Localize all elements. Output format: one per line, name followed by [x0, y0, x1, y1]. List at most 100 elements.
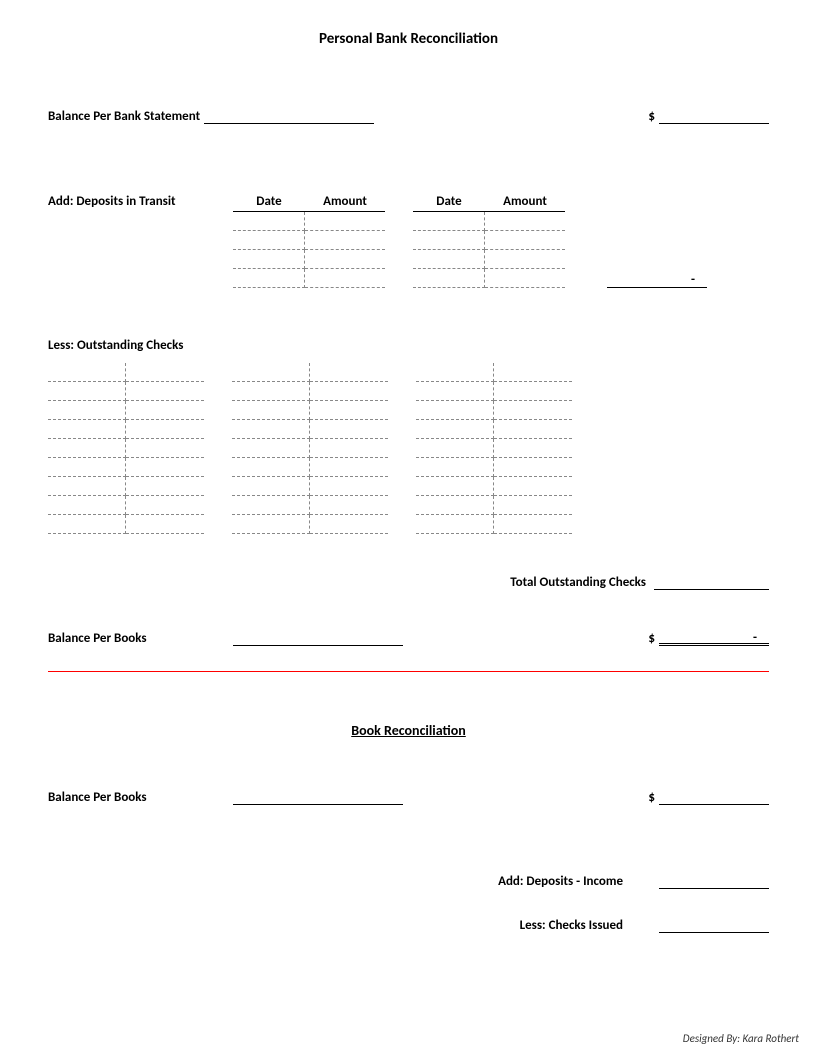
- deposits-col-amount-2: Amount: [485, 194, 565, 212]
- checks-cell[interactable]: [416, 439, 494, 458]
- checks-row: [232, 439, 388, 458]
- deposits-row: [233, 269, 385, 288]
- checks-cell[interactable]: [126, 363, 204, 382]
- checks-cell[interactable]: [232, 439, 310, 458]
- checks-cell[interactable]: [126, 382, 204, 401]
- checks-cell[interactable]: [494, 363, 572, 382]
- checks-cell[interactable]: [310, 439, 388, 458]
- less-checks-issued-field[interactable]: [659, 917, 769, 933]
- deposits-cell[interactable]: [413, 212, 485, 231]
- checks-row: [48, 496, 204, 515]
- checks-cell[interactable]: [416, 382, 494, 401]
- checks-cell[interactable]: [48, 496, 126, 515]
- checks-cell[interactable]: [310, 363, 388, 382]
- book-reconciliation-subtitle: Book Reconciliation: [48, 722, 769, 739]
- checks-cell[interactable]: [494, 439, 572, 458]
- deposits-cell[interactable]: [305, 231, 385, 250]
- checks-cell[interactable]: [232, 496, 310, 515]
- checks-cell[interactable]: [232, 401, 310, 420]
- checks-cell[interactable]: [48, 420, 126, 439]
- checks-cell[interactable]: [310, 496, 388, 515]
- balance-books-name-field[interactable]: [233, 630, 403, 646]
- checks-cell[interactable]: [48, 458, 126, 477]
- deposits-cell[interactable]: [485, 269, 565, 288]
- checks-cell[interactable]: [416, 401, 494, 420]
- deposits-row: [413, 212, 565, 231]
- checks-row: [416, 401, 572, 420]
- deposits-cell[interactable]: [413, 250, 485, 269]
- checks-cell[interactable]: [310, 458, 388, 477]
- checks-cell[interactable]: [494, 401, 572, 420]
- checks-cell[interactable]: [416, 477, 494, 496]
- checks-row: [232, 382, 388, 401]
- balance-per-books-row: Balance Per Books $ -: [48, 630, 769, 646]
- checks-cell[interactable]: [232, 382, 310, 401]
- balance-stmt-name-field[interactable]: [204, 108, 374, 124]
- balance-books-amount-field[interactable]: -: [659, 630, 769, 646]
- balance-per-books-label: Balance Per Books: [48, 631, 233, 646]
- deposits-cell[interactable]: [485, 250, 565, 269]
- checks-cell[interactable]: [126, 496, 204, 515]
- book-balance-amount-field[interactable]: [659, 789, 769, 805]
- total-outstanding-field[interactable]: [654, 574, 769, 590]
- checks-cell[interactable]: [494, 515, 572, 534]
- checks-cell[interactable]: [310, 515, 388, 534]
- checks-cell[interactable]: [232, 515, 310, 534]
- checks-cell[interactable]: [48, 382, 126, 401]
- checks-cell[interactable]: [416, 420, 494, 439]
- checks-cell[interactable]: [310, 382, 388, 401]
- deposits-cell[interactable]: [305, 269, 385, 288]
- checks-row: [416, 363, 572, 382]
- footer-credit: Designed By: Kara Rothert: [683, 1032, 799, 1045]
- checks-cell[interactable]: [494, 382, 572, 401]
- deposits-cell[interactable]: [485, 212, 565, 231]
- checks-cell[interactable]: [494, 496, 572, 515]
- deposits-cell[interactable]: [305, 250, 385, 269]
- checks-cell[interactable]: [48, 363, 126, 382]
- checks-cell[interactable]: [416, 515, 494, 534]
- checks-cell[interactable]: [48, 477, 126, 496]
- checks-block-2: [232, 363, 388, 534]
- checks-cell[interactable]: [232, 363, 310, 382]
- deposits-cell[interactable]: [233, 250, 305, 269]
- balance-per-bank-statement-label: Balance Per Bank Statement: [48, 109, 200, 124]
- less-checks-issued-label: Less: Checks Issued: [520, 918, 623, 933]
- checks-cell[interactable]: [48, 515, 126, 534]
- checks-cell[interactable]: [126, 458, 204, 477]
- checks-cell[interactable]: [310, 420, 388, 439]
- deposits-cell[interactable]: [413, 269, 485, 288]
- checks-cell[interactable]: [310, 401, 388, 420]
- checks-cell[interactable]: [232, 458, 310, 477]
- deposits-header-2: Date Amount: [413, 194, 565, 212]
- checks-row: [232, 496, 388, 515]
- checks-cell[interactable]: [48, 439, 126, 458]
- checks-cell[interactable]: [416, 458, 494, 477]
- deposits-cell[interactable]: [485, 231, 565, 250]
- checks-cell[interactable]: [232, 477, 310, 496]
- checks-row: [416, 439, 572, 458]
- deposits-cell[interactable]: [233, 269, 305, 288]
- deposits-cell[interactable]: [233, 231, 305, 250]
- deposits-cell[interactable]: [413, 231, 485, 250]
- checks-cell[interactable]: [416, 363, 494, 382]
- deposits-total-field[interactable]: -: [607, 272, 707, 288]
- checks-cell[interactable]: [310, 477, 388, 496]
- checks-cell[interactable]: [126, 420, 204, 439]
- balance-stmt-amount-field[interactable]: [659, 108, 769, 124]
- checks-cell[interactable]: [126, 515, 204, 534]
- deposits-total-dash: -: [691, 272, 695, 287]
- checks-cell[interactable]: [494, 477, 572, 496]
- checks-cell[interactable]: [126, 401, 204, 420]
- deposits-col-date-1: Date: [233, 194, 305, 212]
- checks-cell[interactable]: [126, 477, 204, 496]
- checks-cell[interactable]: [232, 420, 310, 439]
- checks-cell[interactable]: [416, 496, 494, 515]
- book-balance-name-field[interactable]: [233, 789, 403, 805]
- deposits-cell[interactable]: [233, 212, 305, 231]
- add-deposits-income-field[interactable]: [659, 873, 769, 889]
- checks-cell[interactable]: [494, 420, 572, 439]
- deposits-cell[interactable]: [305, 212, 385, 231]
- checks-cell[interactable]: [494, 458, 572, 477]
- checks-cell[interactable]: [126, 439, 204, 458]
- checks-cell[interactable]: [48, 401, 126, 420]
